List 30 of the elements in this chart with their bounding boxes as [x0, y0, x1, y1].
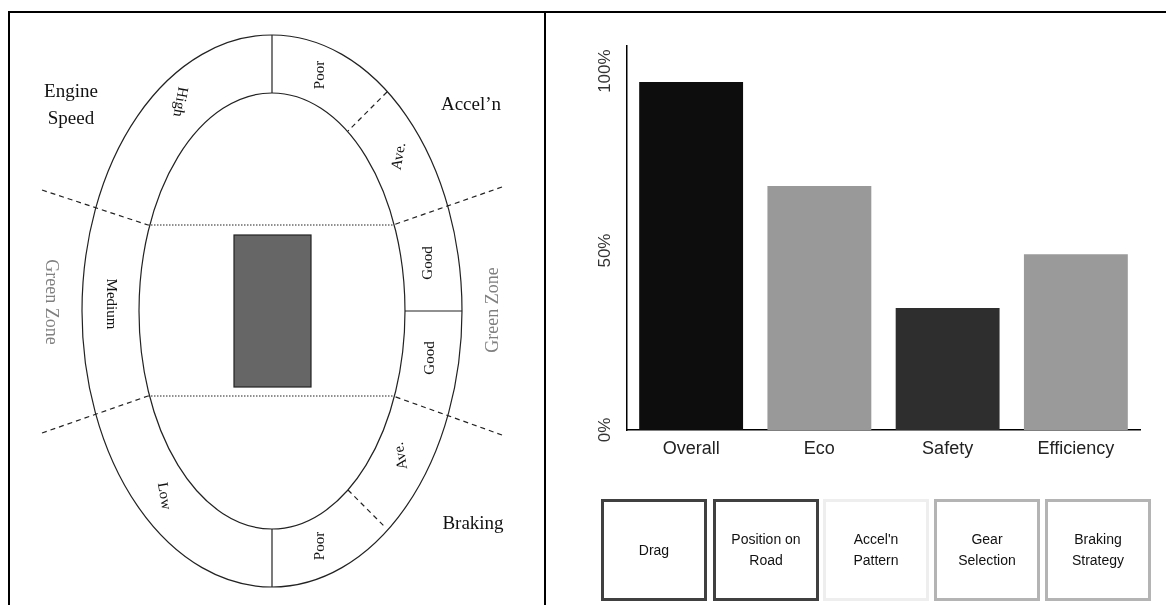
text: Drag	[638, 540, 670, 560]
text: Poor	[311, 60, 327, 90]
text: Engine Speed	[44, 79, 98, 128]
text: Braking Strategy	[1070, 530, 1126, 570]
bar	[639, 81, 744, 430]
text: Braking	[442, 511, 505, 533]
y-tick-label: 100%	[594, 49, 614, 93]
text: Accel'n Pattern	[852, 530, 900, 570]
text: High	[170, 85, 192, 119]
text: Medium	[104, 278, 120, 330]
bar	[767, 185, 872, 430]
bar	[1023, 254, 1128, 430]
text: Ave.	[389, 441, 411, 471]
text: Poor	[311, 531, 327, 561]
text: Low	[154, 481, 176, 512]
x-tick-label: Safety	[922, 437, 974, 458]
x-tick-label: Efficiency	[1037, 437, 1115, 458]
text: Position on Road	[730, 530, 802, 570]
text: Good	[419, 245, 435, 280]
text: Gear Selection	[957, 530, 1017, 570]
x-tick-label: Overall	[662, 437, 720, 458]
text: Accel’n	[440, 92, 502, 114]
text: Good	[421, 340, 437, 375]
x-tick-label: Eco	[803, 437, 835, 458]
y-tick-label: 50%	[594, 233, 614, 268]
text: Green Zone	[42, 259, 62, 345]
y-tick-label: 0%	[594, 417, 614, 443]
text: Ave.	[387, 141, 409, 171]
bar	[895, 307, 1000, 430]
text: Green Zone	[482, 267, 502, 353]
